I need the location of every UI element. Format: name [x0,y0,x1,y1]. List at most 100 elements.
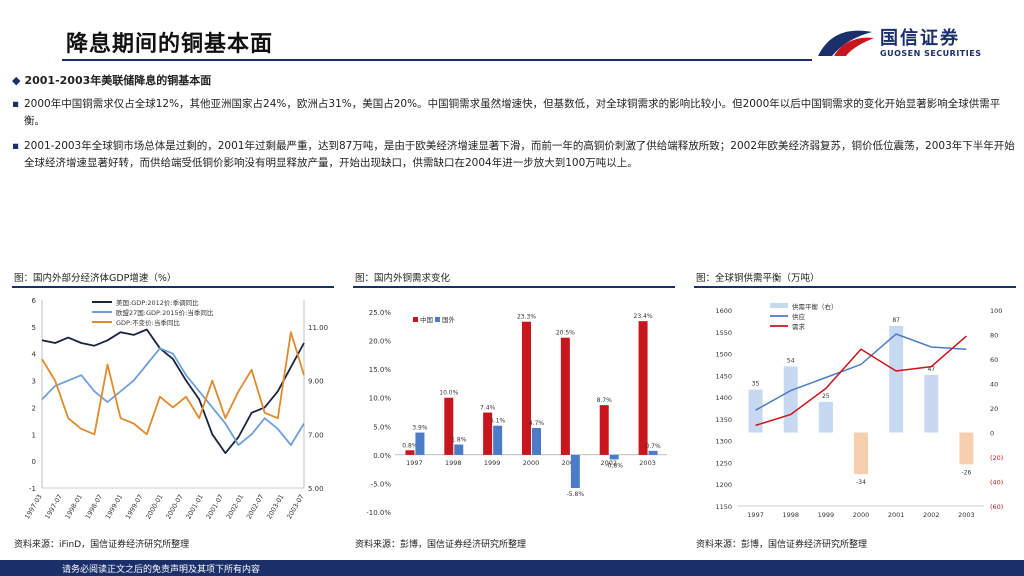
category-label: 1998 [782,511,799,519]
x-tick-label: 1999-07 [124,493,145,521]
y-tick-label: 0.0% [373,452,391,460]
data-label: 23.4% [634,313,653,320]
legend-label: 欧盟27国:GDP:2015价:当季同比 [116,308,214,317]
x-tick-label: 1998-01 [64,493,85,521]
bar-overseas [571,455,580,488]
bullet-text: 2000年中国铜需求仅占全球12%，其他亚洲国家占24%，欧洲占31%，美国占2… [12,96,1016,130]
right-tick-label: 5.00 [308,485,324,493]
bar-china [522,322,531,455]
balance-bar [959,433,973,465]
data-label: -5.8% [567,491,585,498]
legend-swatch [435,317,440,322]
x-tick-label: 2003-07 [285,493,306,521]
bar-overseas [493,426,502,455]
y-tick-label: -10.0% [366,509,391,517]
left-tick-label: 4 [32,351,37,359]
x-tick-label: 1997-03 [23,493,44,521]
logo-subtitle: GUOSEN SECURITIES [880,49,981,58]
category-label: 1999 [484,459,501,467]
series-line-1 [42,330,304,454]
left-tick-label: 1300 [715,438,732,446]
left-tick-label: 1400 [715,394,732,402]
legend-swatch [413,317,418,322]
bar-china [600,405,609,455]
left-tick-label: 0 [32,458,36,466]
gdp-chart-title: 图：国内外部分经济体GDP增速（%） [14,270,176,284]
section-heading-text: 2001-2003年美联储降息的铜基本面 [24,74,211,87]
data-label: -0.8% [606,462,624,469]
legend-swatch [770,303,788,308]
legend-label: 国外 [442,315,456,324]
series-line-2 [42,348,304,445]
copper-balance-chart-source: 资料来源：彭博，国信证券经济研究所整理 [696,537,867,550]
right-tick-label: 80 [990,332,998,340]
balance-bar [819,402,833,433]
category-label: 1997 [747,511,764,519]
right-tick-label: 100 [990,307,1002,315]
y-tick-label: 25.0% [369,309,392,317]
legend-label: 供需平衡（右） [792,302,838,311]
page-title: 降息期间的铜基本面 [66,26,273,58]
left-tick-label: 1250 [715,459,732,467]
category-label: 2001 [888,511,905,519]
title-underline [62,59,812,61]
x-tick-label: 1999-01 [104,493,125,521]
y-tick-label: 10.0% [369,395,392,403]
legend-label: 需求 [792,322,806,331]
y-tick-label: 20.0% [369,338,392,346]
data-label: -34 [856,479,866,486]
category-label: 2003 [958,511,975,519]
legend-label: 中国 [420,315,433,324]
x-tick-label: 2000-07 [164,493,185,521]
copper-balance-chart-title: 图：全球铜供需平衡（万吨） [696,270,820,284]
copper-demand-chart-source: 资料来源：彭博，国信证券经济研究所整理 [355,537,526,550]
bar-overseas [415,433,424,455]
right-tick-label: 9.00 [308,378,324,386]
left-tick-label: 1550 [715,329,732,337]
bullet-dot-icon: ▪ [12,138,19,155]
balance-bar [784,366,798,432]
copper-demand-bar-chart: -10.0%-5.0%0.0%5.0%10.0%15.0%20.0%25.0%1… [353,290,675,530]
left-tick-label: 1200 [715,481,732,489]
right-tick-label: 0 [990,430,994,438]
bar-china [444,398,453,455]
right-tick-label: (20) [990,454,1003,462]
gdp-growth-line-chart: -1 0 1 2 3 4 5 6 5.00 7.00 9.00 11.00 1997-03 1997-07… [12,290,334,530]
bar-china [639,321,648,455]
bar-china [405,450,414,455]
right-tick-label: 11.00 [308,324,328,332]
bullet-dot-icon: ▪ [12,96,19,113]
left-tick-label: -1 [29,485,36,493]
category-label: 1998 [445,459,462,467]
bar-overseas [454,445,463,455]
legend-label: GDP:不变价:当季同比 [116,318,180,327]
bullet-paragraph: ▪ 2001-2003年全球铜市场总体是过剩的，2001年过剩最严重，达到87万… [12,138,1016,172]
left-tick-label: 1350 [715,416,732,424]
data-label: 54 [787,357,795,364]
x-tick-label: 2002-01 [225,493,246,521]
left-tick-label: 1150 [715,503,732,511]
data-label: 25 [822,393,830,400]
legend-label: 美国:GDP:2012价:季调同比 [116,298,199,307]
bar-china [561,338,570,455]
bar-overseas [649,451,658,455]
data-label: 10.0% [439,390,458,397]
left-tick-label: 2 [32,404,36,412]
footer-disclaimer: 请务必阅读正文之后的免责声明及其项下所有内容 [62,562,260,575]
left-tick-label: 1 [32,431,36,439]
y-tick-label: 5.0% [373,423,391,431]
copper-demand-chart-title: 图：国内外铜需求变化 [355,270,450,284]
right-tick-label: 7.00 [308,431,324,439]
data-label: 8.7% [597,397,613,404]
category-label: 2000 [853,511,870,519]
x-tick-label: 2000-01 [144,493,165,521]
section-heading: ◆ 2001-2003年美联储降息的铜基本面 [12,72,211,88]
category-label: 2003 [639,459,656,467]
balance-bar [749,390,763,433]
right-tick-label: (40) [990,479,1003,487]
data-label: 20.5% [556,330,575,337]
x-tick-label: 2001-01 [184,493,205,521]
left-tick-label: 3 [32,378,36,386]
bar-overseas [610,455,619,460]
y-tick-label: 15.0% [369,366,392,374]
